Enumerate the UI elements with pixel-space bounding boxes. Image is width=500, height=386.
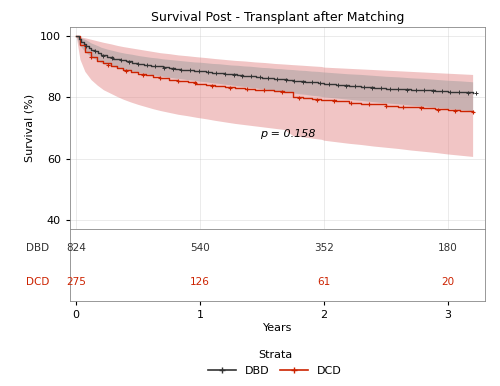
Text: 540: 540 (190, 243, 210, 253)
Title: Survival Post - Transplant after Matching: Survival Post - Transplant after Matchin… (151, 12, 404, 24)
Text: Strata: Strata (0, 249, 2, 281)
Text: Number at risk: Number at risk (78, 265, 156, 275)
Text: 20: 20 (442, 277, 454, 287)
Y-axis label: Survival (%): Survival (%) (24, 94, 34, 162)
X-axis label: Years: Years (263, 323, 292, 333)
Text: 126: 126 (190, 277, 210, 287)
Text: DBD: DBD (26, 243, 50, 253)
Text: DCD: DCD (26, 277, 50, 287)
Text: p = 0.158: p = 0.158 (260, 129, 315, 139)
Text: 275: 275 (66, 277, 86, 287)
Text: 61: 61 (318, 277, 330, 287)
Legend: DBD, DCD: DBD, DCD (204, 346, 346, 381)
Text: 824: 824 (66, 243, 86, 253)
Text: 180: 180 (438, 243, 458, 253)
Text: 352: 352 (314, 243, 334, 253)
